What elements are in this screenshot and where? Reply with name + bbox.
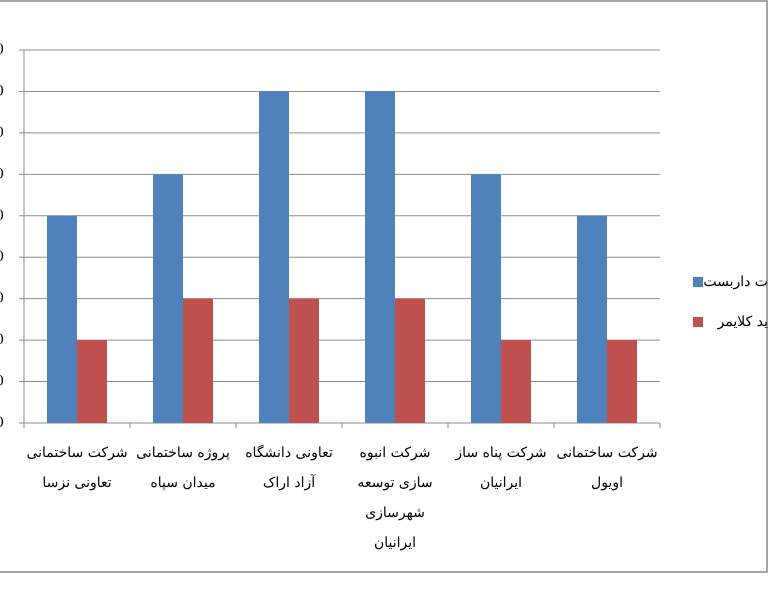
legend-marker — [693, 317, 703, 327]
bar — [501, 340, 531, 423]
y-tick-label: 70 — [0, 125, 4, 141]
bar — [259, 91, 289, 423]
bar — [471, 174, 501, 423]
bar — [365, 91, 395, 423]
bar — [289, 298, 319, 423]
bar — [607, 340, 637, 423]
x-tick-label: شرکت ساختمانی اویول — [556, 445, 658, 491]
y-tick-label: 50 — [0, 208, 4, 224]
y-tick-label: 90 — [0, 42, 4, 58]
bar — [577, 215, 607, 423]
y-tick-label: 80 — [0, 83, 4, 99]
legend-label: ت داربست — [703, 274, 768, 290]
x-tick-label: پروژه ساختمانی میدان سپاه — [136, 445, 230, 491]
bar — [183, 298, 213, 423]
x-tick-label: شرکت انبوه سازی توسعه شهرسازی ایرانیان — [357, 445, 433, 551]
chart-frame — [0, 0, 768, 573]
legend-label: ید کلایمر — [717, 314, 768, 330]
y-tick-label: 0 — [0, 415, 4, 431]
x-tick-label: تعاونی دانشگاه آزاد اراک — [245, 445, 333, 491]
y-tick-label: 60 — [0, 166, 4, 182]
y-tick-label: 20 — [0, 332, 4, 348]
y-tick-label: 10 — [0, 374, 4, 390]
y-tick-label: 40 — [0, 249, 4, 265]
bar — [77, 340, 107, 423]
x-tick-label: شرکت پناه ساز ایرانیان — [455, 445, 547, 491]
x-tick-label: شرکت ساختمانی تعاونی نزسا — [26, 445, 128, 491]
bar — [47, 215, 77, 423]
legend-marker — [693, 277, 703, 287]
bar — [153, 174, 183, 423]
y-tick-label: 30 — [0, 291, 4, 307]
bar — [395, 298, 425, 423]
